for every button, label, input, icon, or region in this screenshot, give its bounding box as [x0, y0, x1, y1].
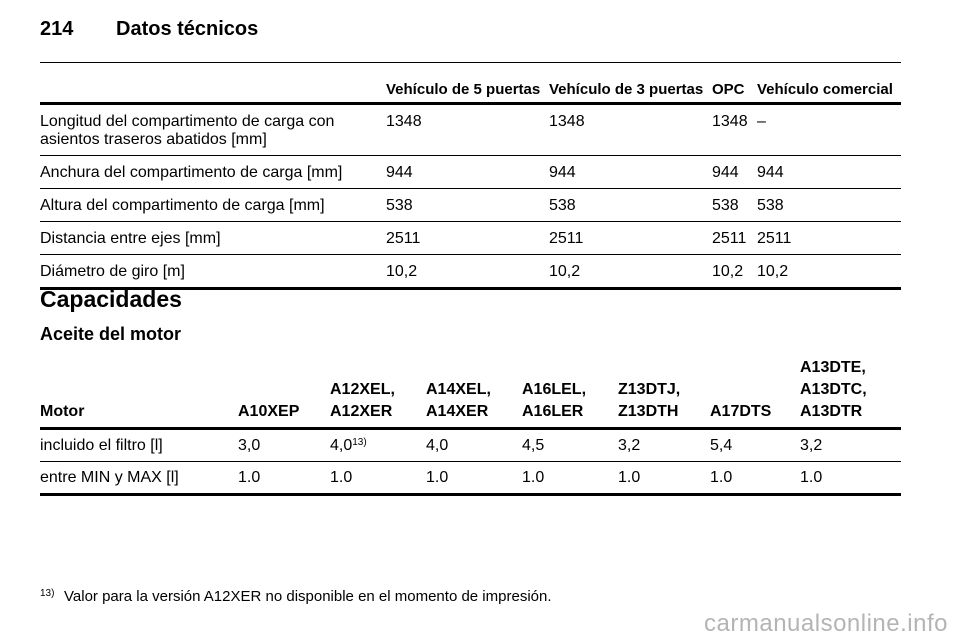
watermark: carmanualsonline.info: [704, 610, 948, 637]
table-cell: 1.0: [238, 469, 261, 486]
row-label: entre MIN y MAX [l]: [40, 469, 179, 486]
table-cell: 1.0: [330, 469, 353, 486]
table-cell: 944: [549, 164, 576, 181]
table-row: Longitud del compartimento de carga con …: [40, 104, 901, 156]
table-cell: 2511: [549, 230, 584, 247]
row-label: Diámetro de giro [m]: [40, 263, 185, 280]
table-cell: 1.0: [800, 469, 823, 486]
cell-value: 4,0: [330, 437, 353, 454]
section-heading: Capacidades: [40, 286, 182, 312]
column-header: Motor: [40, 403, 85, 420]
column-header: Z13DTJ, Z13DTH: [618, 381, 681, 420]
footnote-text: Valor para la versión A12XER no disponib…: [64, 588, 552, 605]
table-cell: 2511: [712, 230, 747, 247]
page-number: 214: [40, 18, 74, 40]
column-header: A10XEP: [238, 403, 300, 420]
table-row: Altura del compartimento de carga [mm] 5…: [40, 189, 901, 222]
table-row: Anchura del compartimento de carga [mm] …: [40, 156, 901, 189]
row-label: Longitud del compartimento de carga con …: [40, 113, 335, 148]
section-subheading: Aceite del motor: [40, 324, 182, 344]
column-header: [40, 63, 386, 104]
column-header: A14XEL, A14XER: [426, 381, 491, 420]
row-label: incluido el filtro [l]: [40, 437, 163, 454]
footnote: 13) Valor para la versión A12XER no dispo…: [40, 588, 552, 605]
table-cell: 1.0: [618, 469, 641, 486]
table-cell: 4,5: [522, 437, 545, 454]
table-cell: 2511: [757, 230, 792, 247]
column-header: A16LEL, A16LER: [522, 381, 587, 420]
table-cell: 3,2: [800, 437, 823, 454]
row-label: Distancia entre ejes [mm]: [40, 230, 221, 247]
table-row: incluido el filtro [l] 3,0 4,013) 4,0 4,…: [40, 429, 901, 462]
table-cell: 4,0: [426, 437, 449, 454]
table-cell: –: [757, 113, 766, 130]
page-title: Datos técnicos: [116, 18, 259, 40]
table-cell: 10,2: [386, 263, 418, 280]
table-cell: 3,0: [238, 437, 261, 454]
table-cell: 10,2: [549, 263, 581, 280]
table-cell: 944: [712, 164, 739, 181]
column-header: OPC: [712, 81, 745, 98]
table-cell: 10,2: [712, 263, 744, 280]
column-header: Vehículo de 3 puertas: [549, 81, 704, 98]
column-header: Vehículo comercial: [757, 81, 893, 98]
engine-oil-table: Motor A10XEP A12XEL, A12XER A14XEL, A14X…: [40, 357, 901, 496]
table-cell: 1348: [549, 113, 585, 130]
table-cell: 1.0: [710, 469, 733, 486]
table-cell: 2511: [386, 230, 421, 247]
table-cell: 538: [712, 197, 739, 214]
footnote-mark: 13): [40, 588, 55, 599]
row-label: Anchura del compartimento de carga [mm]: [40, 164, 343, 181]
column-header: A17DTS: [710, 403, 772, 420]
table-row: Distancia entre ejes [mm] 2511 2511 2511…: [40, 222, 901, 255]
cargo-dimensions-table: Vehículo de 5 puertas Vehículo de 3 puer…: [40, 62, 901, 290]
footnote-ref: 13): [352, 437, 367, 448]
page-header: 214 Datos técnicos: [40, 18, 258, 41]
table-cell: 538: [757, 197, 784, 214]
table-cell: 944: [386, 164, 413, 181]
column-header: Vehículo de 5 puertas: [386, 81, 541, 98]
table-cell: 538: [386, 197, 413, 214]
table-cell: 4,013): [330, 429, 426, 462]
table-header-row: Vehículo de 5 puertas Vehículo de 3 puer…: [40, 62, 901, 104]
row-label: Altura del compartimento de carga [mm]: [40, 197, 325, 214]
column-header: A12XEL, A12XER: [330, 381, 395, 420]
table-cell: 10,2: [757, 263, 789, 280]
table-cell: 538: [549, 197, 576, 214]
table-cell: 5,4: [710, 437, 733, 454]
table-row: Diámetro de giro [m] 10,2 10,2 10,2 10,2: [40, 255, 901, 289]
table-cell: 3,2: [618, 437, 641, 454]
table-cell: 944: [757, 164, 784, 181]
table-row: entre MIN y MAX [l] 1.0 1.0 1.0 1.0 1.0 …: [40, 462, 901, 495]
table-header-row: Motor A10XEP A12XEL, A12XER A14XEL, A14X…: [40, 357, 901, 429]
table-cell: 1348: [712, 113, 748, 130]
table-cell: 1.0: [522, 469, 545, 486]
table-cell: 1348: [386, 113, 422, 130]
column-header: A13DTE, A13DTC, A13DTR: [800, 359, 867, 420]
table-cell: 1.0: [426, 469, 449, 486]
